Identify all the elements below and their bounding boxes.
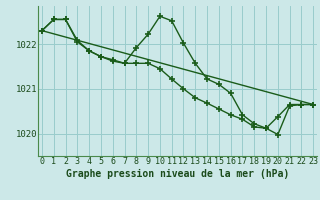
- X-axis label: Graphe pression niveau de la mer (hPa): Graphe pression niveau de la mer (hPa): [66, 169, 289, 179]
